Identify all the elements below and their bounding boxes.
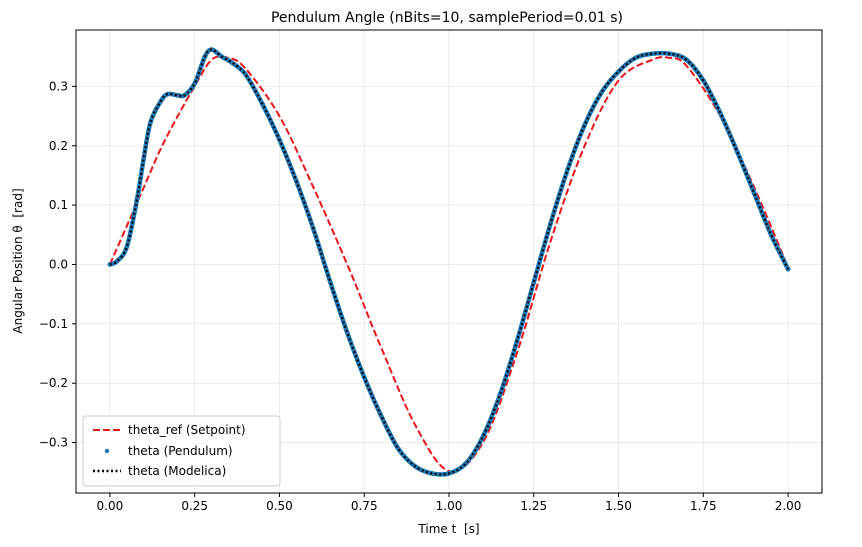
chart-title: Pendulum Angle (nBits=10, samplePeriod=0…	[271, 10, 623, 26]
series-line-modelica	[109, 48, 790, 476]
grid	[76, 30, 822, 493]
y-tick-label: 0.0	[49, 257, 68, 271]
x-tick-label: 1.25	[520, 499, 547, 513]
y-tick-label: 0.3	[49, 79, 68, 93]
y-axis-label: Angular Position θ [rad]	[11, 188, 25, 333]
x-tick-label: 1.75	[690, 499, 717, 513]
y-tick-label: −0.2	[39, 376, 68, 390]
x-tick-label: 1.00	[436, 499, 463, 513]
x-tick-label: 0.75	[351, 499, 378, 513]
legend-label-modelica: theta (Modelica)	[128, 464, 226, 478]
legend-label-pendulum: theta (Pendulum)	[128, 444, 233, 458]
y-tick-label: −0.3	[39, 436, 68, 450]
y-tick-label: −0.1	[39, 317, 68, 331]
y-tick-label: 0.1	[49, 198, 68, 212]
series-line-setpoint	[108, 55, 790, 473]
x-tick-label: 1.50	[605, 499, 632, 513]
axis-ticks: 0.00 0.25 0.50 0.75 1.00 1.25 1.50 1.75 2.00 −0.3…	[39, 79, 802, 513]
x-tick-label: 2.00	[775, 499, 802, 513]
series-layer	[107, 47, 791, 477]
y-tick-label: 0.2	[49, 139, 68, 153]
x-tick-label: 0.25	[181, 499, 208, 513]
legend-label-setpoint: theta_ref (Setpoint)	[128, 423, 246, 437]
x-tick-label: 0.00	[97, 499, 124, 513]
legend-swatch-pendulum	[104, 448, 110, 454]
legend: theta_ref (Setpoint) theta (Pendulum) th…	[82, 415, 281, 487]
legend-box	[82, 415, 281, 487]
x-axis-label: Time t [s]	[417, 522, 479, 536]
x-tick-label: 0.50	[266, 499, 293, 513]
